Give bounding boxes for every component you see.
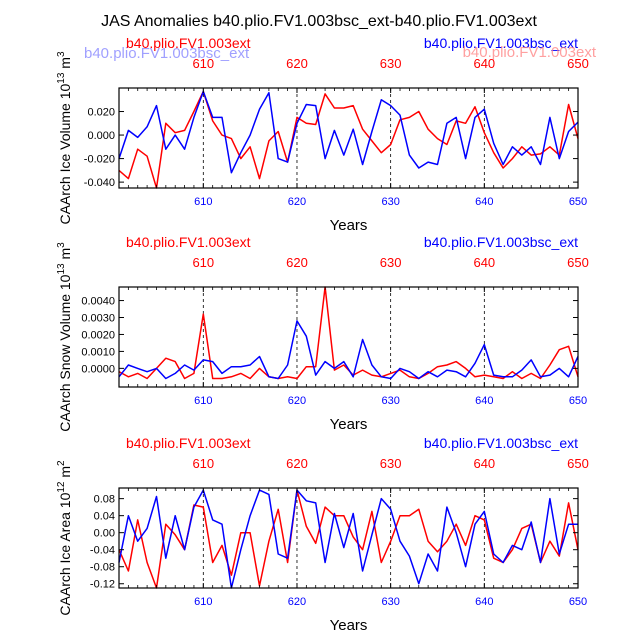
- y-axis-title-main: CAArch Ice Area 10: [57, 492, 73, 615]
- plot-frame: [118, 487, 579, 589]
- x-tick-label: 620: [288, 596, 306, 608]
- x-tick-label-top: 640: [473, 456, 495, 471]
- y-axis-title-unit-exp: 2: [56, 460, 67, 466]
- x-tick-label-top: 610: [192, 56, 214, 71]
- x-tick-label: 610: [194, 196, 212, 208]
- y-tick-label: 0.08: [94, 494, 115, 506]
- series-line-ext: [118, 286, 579, 380]
- x-tick-label: 640: [475, 596, 493, 608]
- y-tick-label: -0.08: [90, 562, 115, 574]
- series-line-ext: [118, 90, 579, 189]
- x-tick-label: 620: [288, 395, 306, 407]
- y-tick-label: -0.020: [84, 154, 115, 166]
- ghost-label-ext: b40.plio.FV1.003ext: [463, 44, 597, 61]
- panels: -0.040 -0.020 0.000 0.020 610 610 620 620 630 630…: [56, 35, 597, 634]
- x-axis-title: Years: [330, 617, 368, 634]
- y-axis-title-exp: 12: [56, 481, 67, 493]
- y-tick-label: 0.04: [94, 511, 115, 523]
- x-tick-label: 610: [194, 395, 212, 407]
- x-tick-label: 650: [569, 596, 587, 608]
- x-tick-label: 640: [475, 196, 493, 208]
- y-tick-label: -0.040: [84, 177, 115, 189]
- series-label-ext: b40.plio.FV1.003ext: [126, 234, 251, 250]
- x-tick-label-top: 650: [567, 255, 589, 270]
- x-tick-label: 630: [381, 196, 399, 208]
- chart-ice-volume: -0.040 -0.020 0.000 0.020 610 610 620 620 630 630…: [56, 35, 589, 234]
- x-tick-label-top: 620: [286, 456, 308, 471]
- x-axis-title: Years: [330, 416, 368, 433]
- x-tick-label-top: 620: [286, 255, 308, 270]
- ghost-label-bsc-ext: b40.plio.FV1.003bsc_ext: [84, 45, 250, 62]
- y-tick-label: -0.12: [90, 579, 115, 591]
- y-tick-label: 0.00: [94, 528, 115, 540]
- x-tick-label: 630: [381, 395, 399, 407]
- x-tick-label-top: 610: [192, 456, 214, 471]
- x-tick-label: 620: [288, 196, 306, 208]
- series-line-bsc-ext: [118, 489, 578, 589]
- x-axis-title: Years: [330, 217, 368, 234]
- x-tick-label-top: 640: [473, 56, 495, 71]
- y-axis-title-exp: 13: [56, 263, 67, 275]
- y-tick-label: -0.04: [90, 545, 115, 557]
- y-axis-title: CAArch Snow Volume 1013 m3: [56, 242, 73, 432]
- x-tick-label: 650: [569, 196, 587, 208]
- x-tick-label-top: 610: [192, 255, 214, 270]
- x-tick-label-top: 640: [473, 255, 495, 270]
- y-tick-label: 0.0030: [81, 313, 115, 325]
- y-axis-title-unit: m: [57, 466, 73, 482]
- x-tick-label-top: 630: [380, 456, 402, 471]
- series-label-ext: b40.plio.FV1.003ext: [126, 435, 251, 451]
- y-axis-title: CAArch Ice Volume 1013 m3: [56, 51, 73, 225]
- x-tick-label: 640: [475, 395, 493, 407]
- y-axis-title-exp: 13: [56, 72, 67, 84]
- x-tick-label: 650: [569, 395, 587, 407]
- x-tick-label-top: 650: [567, 56, 589, 71]
- y-axis-title-unit-exp: 3: [56, 51, 67, 57]
- y-tick-label: 0.0040: [81, 296, 115, 308]
- y-tick-label: 0.000: [87, 130, 115, 142]
- x-tick-label: 610: [194, 596, 212, 608]
- series-line-bsc-ext: [118, 90, 579, 174]
- chart-snow-volume: 0.0000 0.0010 0.0020 0.0030 0.0040 610 610 620 6…: [56, 234, 589, 433]
- x-tick-label: 630: [381, 596, 399, 608]
- series-line-ext: [118, 489, 579, 589]
- series-label-bsc-ext: b40.plio.FV1.003bsc_ext: [424, 435, 578, 451]
- y-axis-title-unit: m: [57, 57, 73, 73]
- y-axis-title-unit-exp: 3: [56, 242, 67, 248]
- y-axis-title-main: CAArch Ice Volume 10: [57, 83, 73, 224]
- series-label-bsc-ext: b40.plio.FV1.003bsc_ext: [424, 35, 578, 51]
- series-label-bsc-ext: b40.plio.FV1.003bsc_ext: [424, 234, 578, 250]
- y-tick-label: 0.0000: [81, 363, 115, 375]
- x-tick-label-top: 650: [567, 456, 589, 471]
- y-axis-title-unit: m: [57, 248, 73, 264]
- plot-frame: [118, 286, 579, 388]
- y-axis-title: CAArch Ice Area 1012 m2: [56, 460, 73, 616]
- series-line-bsc-ext: [118, 320, 579, 380]
- x-tick-label-top: 620: [286, 56, 308, 71]
- x-tick-label-top: 630: [380, 255, 402, 270]
- y-tick-label: 0.0020: [81, 329, 115, 341]
- series-label-ext: b40.plio.FV1.003ext: [126, 35, 251, 51]
- plot-frame: [118, 87, 579, 189]
- y-axis-title-main: CAArch Snow Volume 10: [57, 274, 73, 431]
- figure-title: JAS Anomalies b40.plio.FV1.003bsc_ext-b4…: [101, 13, 537, 30]
- x-tick-label-top: 630: [380, 56, 402, 71]
- y-tick-label: 0.020: [87, 107, 115, 119]
- chart-ice-area: -0.12 -0.08 -0.04 0.00 0.04 0.08 610 610 620 620 6…: [56, 435, 589, 634]
- y-tick-label: 0.0010: [81, 346, 115, 358]
